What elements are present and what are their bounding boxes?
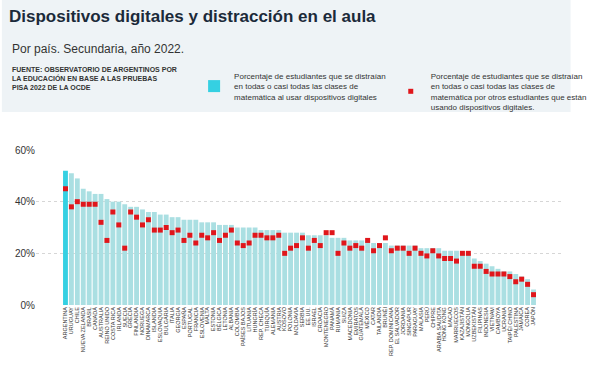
svg-text:FINLANDIA: FINLANDIA bbox=[133, 307, 139, 336]
svg-text:JORDANIA: JORDANIA bbox=[400, 307, 406, 335]
svg-text:DINAMARCA: DINAMARCA bbox=[145, 307, 151, 340]
svg-text:SINGAPUR: SINGAPUR bbox=[406, 307, 412, 336]
svg-text:MONGOLIA: MONGOLIA bbox=[465, 307, 471, 337]
svg-text:JAPÓN: JAPÓN bbox=[530, 307, 536, 325]
svg-text:MALTA: MALTA bbox=[204, 307, 210, 325]
svg-text:CATAR: CATAR bbox=[370, 307, 376, 325]
svg-text:ESLOVENIA: ESLOVENIA bbox=[199, 307, 205, 339]
svg-text:AUSTRALIA: AUSTRALIA bbox=[98, 307, 104, 338]
svg-text:BÉLGICA: BÉLGICA bbox=[216, 307, 222, 331]
svg-text:TURQUÍA: TURQUÍA bbox=[264, 307, 270, 332]
svg-text:PARAGUAY: PARAGUAY bbox=[412, 307, 418, 337]
svg-text:BRASIL: BRASIL bbox=[86, 307, 92, 327]
svg-text:JAMAICA: JAMAICA bbox=[518, 307, 524, 331]
svg-text:PAÍSES BAJOS: PAÍSES BAJOS bbox=[240, 307, 246, 346]
svg-text:NORUEGA: NORUEGA bbox=[139, 307, 145, 335]
svg-text:GUATEMALA: GUATEMALA bbox=[358, 307, 364, 341]
svg-text:ARGENTINA: ARGENTINA bbox=[62, 307, 68, 339]
svg-text:0%: 0% bbox=[21, 300, 36, 311]
svg-text:ESTONIA: ESTONIA bbox=[210, 307, 216, 331]
svg-text:CROACIA: CROACIA bbox=[317, 307, 323, 332]
svg-text:LITUANIA: LITUANIA bbox=[246, 307, 252, 332]
svg-text:ITALIA: ITALIA bbox=[169, 307, 175, 324]
svg-text:MALASIA: MALASIA bbox=[418, 307, 424, 331]
svg-text:40%: 40% bbox=[15, 196, 35, 207]
svg-text:PERÚ: PERÚ bbox=[424, 307, 430, 322]
svg-text:SUIZA: SUIZA bbox=[341, 307, 347, 324]
svg-text:HUNGRÍA: HUNGRÍA bbox=[252, 307, 258, 333]
svg-text:UCRANIA: UCRANIA bbox=[501, 307, 507, 332]
svg-text:FRANCIA: FRANCIA bbox=[193, 307, 199, 331]
svg-text:POLONIA: POLONIA bbox=[287, 307, 293, 332]
svg-text:REP. DOMINICANA: REP. DOMINICANA bbox=[388, 307, 394, 356]
svg-text:Dispositivos digitales y distr: Dispositivos digitales y distracción en … bbox=[9, 7, 376, 26]
svg-text:MARRUECOS: MARRUECOS bbox=[453, 307, 459, 343]
svg-text:FILIPINAS: FILIPINAS bbox=[477, 307, 483, 333]
svg-text:GEORGIA: GEORGIA bbox=[175, 307, 181, 333]
svg-text:EE.UU.: EE.UU. bbox=[305, 307, 311, 326]
svg-text:20%: 20% bbox=[15, 248, 35, 259]
svg-text:PALESTINA: PALESTINA bbox=[513, 307, 519, 337]
svg-text:BULGARIA: BULGARIA bbox=[163, 307, 169, 335]
svg-text:RUMANIA: RUMANIA bbox=[335, 307, 341, 333]
svg-text:SERBIA: SERBIA bbox=[299, 307, 305, 328]
svg-text:HONG KONG: HONG KONG bbox=[441, 307, 447, 341]
svg-text:EL SALVADOR: EL SALVADOR bbox=[394, 307, 400, 344]
svg-text:ISRAEL: ISRAEL bbox=[311, 307, 317, 327]
svg-text:REP. CHECA: REP. CHECA bbox=[258, 307, 264, 340]
svg-text:IRLANDA: IRLANDA bbox=[116, 307, 122, 331]
svg-text:KAZAJISTÁN: KAZAJISTÁN bbox=[459, 307, 465, 340]
svg-text:URUGUAY: URUGUAY bbox=[68, 307, 74, 334]
svg-text:ALBANIA: ALBANIA bbox=[228, 307, 234, 331]
svg-text:MONTENEGRO: MONTENEGRO bbox=[323, 306, 329, 347]
svg-text:ISLANDIA: ISLANDIA bbox=[151, 307, 157, 332]
svg-text:VIETNAM: VIETNAM bbox=[489, 307, 495, 332]
svg-text:Porcentaje de estudiantes que: Porcentaje de estudiantes que se distraí… bbox=[431, 72, 587, 112]
svg-text:ARABIA SAUDITA: ARABIA SAUDITA bbox=[436, 307, 442, 352]
svg-text:BRUNÉI: BRUNÉI bbox=[382, 307, 388, 328]
svg-text:Porcentaje de estudiantes que: Porcentaje de estudiantes que se distraí… bbox=[234, 72, 386, 102]
svg-text:MACEDONIA: MACEDONIA bbox=[347, 307, 353, 341]
svg-text:MÉXICO: MÉXICO bbox=[364, 306, 370, 328]
svg-text:GRECIA: GRECIA bbox=[127, 307, 133, 328]
svg-text:CHILE: CHILE bbox=[74, 307, 80, 324]
svg-text:UZBEKISTÁN: UZBEKISTÁN bbox=[471, 307, 477, 342]
svg-text:INDONESIA: INDONESIA bbox=[483, 307, 489, 338]
svg-text:CAMBOYA: CAMBOYA bbox=[495, 307, 501, 334]
svg-text:COREA: COREA bbox=[524, 307, 530, 327]
svg-text:TAILANDIA: TAILANDIA bbox=[376, 307, 382, 335]
svg-text:AUSTRIA: AUSTRIA bbox=[276, 307, 282, 331]
svg-text:CHIPRE: CHIPRE bbox=[430, 307, 436, 328]
svg-text:TAIPÉI CHINO: TAIPÉI CHINO bbox=[507, 306, 513, 343]
svg-text:CANADÁ: CANADÁ bbox=[92, 307, 98, 330]
svg-text:PANAMÁ: PANAMÁ bbox=[329, 307, 335, 330]
svg-text:LETONIA: LETONIA bbox=[222, 307, 228, 331]
svg-text:ESPAÑA: ESPAÑA bbox=[181, 307, 187, 329]
svg-text:FUENTE: OBSERVATORIO DE ARGENT: FUENTE: OBSERVATORIO DE ARGENTINOS PORLA… bbox=[12, 66, 177, 91]
svg-text:KOSOVO: KOSOVO bbox=[281, 306, 287, 331]
svg-text:REINO UNIDO: REINO UNIDO bbox=[104, 306, 110, 343]
svg-text:SUECIA: SUECIA bbox=[122, 307, 128, 328]
svg-text:PORTUGAL: PORTUGAL bbox=[187, 307, 193, 337]
svg-text:EMIRATOS: EMIRATOS bbox=[353, 307, 359, 336]
svg-text:COSTA RICA: COSTA RICA bbox=[110, 307, 116, 340]
svg-text:60%: 60% bbox=[15, 145, 35, 156]
svg-text:Por país. Secundaria, año 2022: Por país. Secundaria, año 2022. bbox=[12, 42, 184, 56]
svg-text:MACAO: MACAO bbox=[447, 306, 453, 327]
svg-text:NUEVA ZELANDA: NUEVA ZELANDA bbox=[80, 307, 86, 352]
svg-text:COLOMBIA: COLOMBIA bbox=[234, 307, 240, 336]
svg-text:MOLDAVIA: MOLDAVIA bbox=[293, 307, 299, 335]
svg-text:ESLOVAQUIA: ESLOVAQUIA bbox=[157, 307, 163, 342]
svg-text:ALEMANIA: ALEMANIA bbox=[270, 307, 276, 335]
